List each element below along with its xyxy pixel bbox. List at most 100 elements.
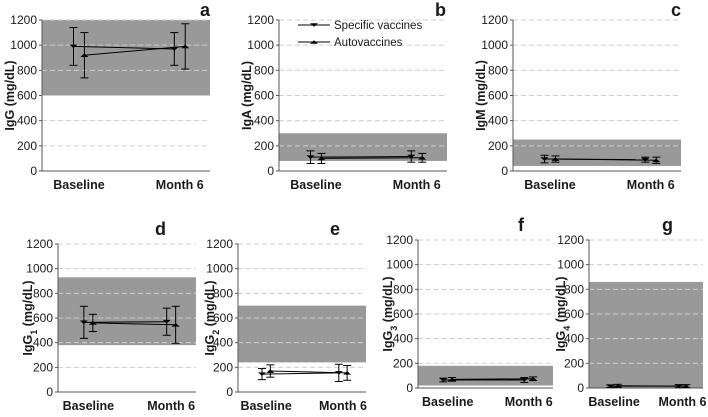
series-line [84, 45, 186, 56]
legend-marker-up [310, 40, 318, 44]
y-tick-label: 400 [393, 332, 413, 346]
y-tick-label: 1000 [481, 38, 508, 52]
y-tick-label: 1000 [247, 38, 274, 52]
y-axis-label: IgG (mg/dL) [3, 60, 17, 130]
series-line [270, 370, 348, 374]
y-tick-label: 400 [17, 114, 37, 128]
y-tick-label: 800 [17, 63, 37, 77]
panel-letter: a [200, 0, 211, 20]
marker-autovaccines [613, 383, 622, 388]
reference-range-band [418, 365, 553, 386]
panel-letter: g [662, 215, 673, 235]
y-tick-label: 1200 [26, 237, 53, 251]
legend-item-auto: Autovaccines [298, 37, 403, 49]
panel-d: 0 200 400 600 800 1000 1200 Baseline Month 6 IgG1… [21, 219, 196, 413]
y-axis-label: IgG3 (mg/dL) [381, 276, 399, 351]
series-line [452, 378, 534, 380]
reference-range-band [58, 277, 196, 346]
marker-autovaccines [682, 384, 691, 388]
y-tick-label: 600 [213, 311, 233, 325]
x-tick-label: Baseline [290, 178, 341, 192]
legend: Specific vaccines Autovaccines [298, 20, 422, 49]
y-tick-label: 1000 [26, 262, 53, 276]
reference-range-band [279, 133, 447, 161]
y-tick-label: 800 [564, 282, 584, 296]
y-tick-label: 0 [406, 381, 413, 395]
y-tick-label: 400 [564, 332, 584, 346]
marker-autovaccines [266, 369, 275, 373]
y-tick-label: 400 [488, 114, 508, 128]
panel-g: 0 200 400 600 800 1000 1200 Baseline Month 6 IgG4… [554, 215, 706, 409]
y-tick-label: 200 [564, 356, 584, 370]
marker-specific-vaccines [439, 378, 448, 382]
marker-specific-vaccines [79, 320, 88, 325]
panel-f: 0 200 400 600 800 1000 1200 Baseline Month 6 IgG3… [381, 215, 553, 409]
x-tick-label: Baseline [422, 395, 473, 409]
marker-autovaccines [80, 53, 89, 58]
x-tick-label: Month 6 [319, 399, 367, 413]
y-tick-label: 600 [33, 311, 53, 325]
series-line [92, 322, 176, 326]
y-tick-label: 200 [393, 356, 413, 370]
marker-autovaccines [448, 377, 457, 382]
y-tick-label: 600 [17, 89, 37, 103]
y-tick-label: 800 [213, 286, 233, 300]
y-tick-label: 200 [213, 360, 233, 374]
y-tick-label: 1200 [557, 233, 584, 247]
y-tick-label: 200 [488, 139, 508, 153]
y-tick-label: 800 [254, 63, 274, 77]
y-tick-label: 1000 [557, 258, 584, 272]
y-tick-label: 0 [501, 164, 508, 178]
x-tick-label: Month 6 [627, 178, 675, 192]
x-tick-label: Month 6 [505, 395, 553, 409]
y-tick-label: 1200 [206, 237, 233, 251]
x-tick-label: Baseline [63, 399, 114, 413]
y-tick-label: 0 [30, 164, 37, 178]
x-tick-label: Baseline [53, 178, 104, 192]
marker-specific-vaccines [162, 319, 171, 324]
x-tick-label: Baseline [524, 178, 575, 192]
y-axis-label: IgM (mg/dL) [474, 60, 488, 131]
marker-autovaccines [88, 321, 97, 325]
panel-letter: c [671, 0, 681, 20]
y-tick-label: 1200 [481, 13, 508, 27]
x-tick-label: Baseline [240, 399, 291, 413]
marker-autovaccines [317, 156, 326, 161]
y-tick-label: 800 [33, 286, 53, 300]
x-tick-label: Month 6 [147, 399, 195, 413]
y-tick-label: 0 [46, 385, 53, 399]
series-line [261, 372, 339, 375]
marker-autovaccines [343, 371, 352, 375]
legend-label: Specific vaccines [334, 20, 422, 32]
marker-autovaccines [418, 155, 427, 160]
marker-specific-vaccines [69, 44, 78, 49]
reference-range-band [42, 20, 210, 96]
series-line [321, 157, 423, 159]
y-tick-label: 1200 [10, 13, 37, 27]
marker-autovaccines [551, 157, 560, 161]
panel-b: 0 200 400 600 800 1000 1200 Baseline Month 6 IgA … [240, 0, 447, 192]
y-tick-label: 1000 [386, 258, 413, 272]
y-tick-label: 600 [564, 307, 584, 321]
marker-autovaccines [529, 376, 538, 381]
panel-letter: e [330, 219, 340, 239]
y-axis-label: IgG2 (mg/dL) [203, 280, 221, 355]
legend-label: Autovaccines [334, 37, 403, 49]
y-tick-label: 800 [488, 63, 508, 77]
marker-specific-vaccines [540, 157, 549, 161]
y-tick-label: 1200 [386, 233, 413, 247]
series-line [310, 156, 412, 158]
marker-autovaccines [652, 158, 661, 163]
y-tick-label: 600 [488, 89, 508, 103]
y-tick-label: 400 [254, 114, 274, 128]
panel-e: 0 200 400 600 800 1000 1200 Baseline Month 6 IgG2… [203, 219, 367, 413]
x-tick-label: Baseline [588, 395, 639, 409]
y-tick-label: 0 [226, 385, 233, 399]
y-tick-label: 1200 [247, 13, 274, 27]
reference-range-band [238, 305, 366, 363]
y-tick-label: 200 [17, 139, 37, 153]
y-tick-label: 400 [33, 336, 53, 350]
y-tick-label: 1000 [10, 38, 37, 52]
y-tick-label: 0 [577, 381, 584, 395]
marker-specific-vaccines [258, 372, 266, 376]
